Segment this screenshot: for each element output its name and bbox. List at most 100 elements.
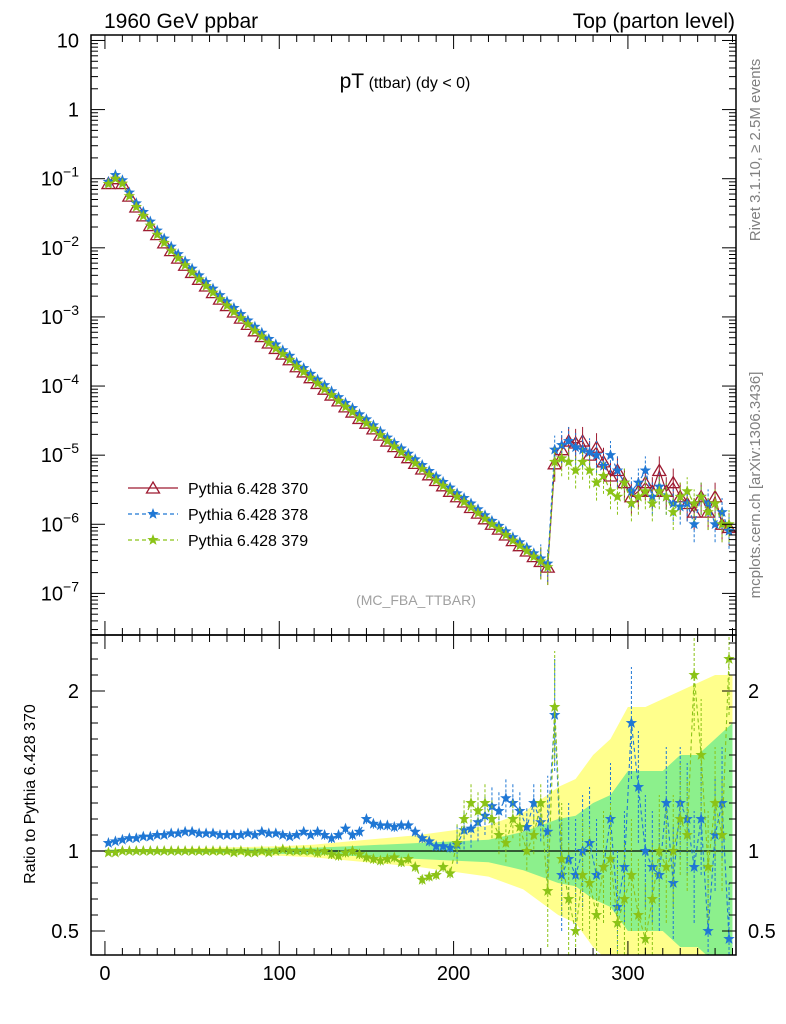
data-point (367, 853, 380, 864)
data-point (542, 825, 554, 837)
data-point (430, 840, 442, 852)
data-point (723, 653, 735, 664)
data-point (381, 435, 394, 446)
data-point (242, 827, 254, 839)
series-pythia-6-428-379 (102, 172, 735, 586)
data-point (144, 219, 156, 231)
data-point (556, 452, 568, 464)
legend-entry: Pythia 6.428 379 (128, 533, 308, 550)
data-point (318, 383, 331, 395)
data-point (576, 455, 589, 467)
data-point (618, 476, 631, 488)
data-point (632, 490, 645, 502)
data-point (688, 518, 700, 530)
data-point (235, 312, 247, 323)
y-tick-exponent: −7 (63, 578, 79, 594)
data-point (472, 507, 484, 518)
data-point (277, 348, 289, 359)
data-point (270, 342, 282, 354)
data-point (590, 909, 603, 920)
data-point (528, 550, 540, 562)
uncertainty-band-green (104, 723, 733, 955)
data-point (346, 829, 359, 840)
ratio-y-tick-label-right: 2 (748, 681, 759, 703)
data-point (521, 821, 533, 832)
data-point (556, 853, 568, 864)
data-point (674, 813, 686, 824)
x-tick-label: 300 (611, 963, 644, 985)
y-tick-mantissa: 10 (41, 583, 63, 605)
data-point (214, 829, 226, 840)
mcplots-label: mcplots.cern.ch [arXiv:1306.3436] (747, 372, 764, 599)
data-point (179, 259, 191, 271)
data-point (332, 849, 345, 861)
y-tick-mantissa: 1 (68, 100, 79, 122)
data-point (423, 870, 435, 882)
data-point (165, 244, 177, 256)
legend-marker (147, 508, 159, 519)
data-point (165, 827, 177, 839)
data-point (151, 845, 163, 856)
data-point (311, 846, 324, 858)
data-point (437, 840, 449, 852)
y-tick-exponent: −5 (63, 440, 79, 456)
data-point (597, 470, 610, 481)
data-point (535, 555, 547, 567)
data-point (277, 829, 289, 840)
data-point (618, 893, 631, 904)
data-point (583, 877, 596, 888)
data-point (144, 830, 156, 842)
data-point (402, 451, 414, 463)
data-point (472, 816, 484, 828)
analysis-watermark: (MC_FBA_TTBAR) (356, 592, 476, 608)
data-point (242, 318, 254, 330)
legend-entry: Pythia 6.428 378 (128, 507, 308, 524)
data-point (611, 917, 624, 928)
data-point (249, 846, 261, 858)
data-point (646, 861, 658, 872)
data-point (451, 490, 463, 502)
data-point (632, 909, 645, 920)
data-point (284, 845, 296, 856)
data-point (723, 933, 735, 944)
y-tick-exponent: −2 (63, 233, 79, 249)
data-point (667, 877, 679, 888)
data-point (235, 845, 247, 856)
data-point (172, 252, 184, 263)
data-point (437, 479, 449, 491)
data-point (639, 485, 652, 497)
data-point (597, 459, 610, 471)
data-point (667, 506, 679, 517)
data-point (102, 846, 115, 858)
data-point (214, 293, 226, 304)
data-point (228, 846, 240, 858)
data-point (263, 827, 275, 839)
data-point (590, 476, 603, 488)
data-point (318, 845, 331, 856)
data-point (590, 449, 603, 460)
data-point (639, 464, 652, 476)
data-point (597, 861, 610, 872)
data-point (632, 476, 645, 488)
data-point (709, 518, 721, 530)
y-tick-mantissa: 10 (41, 238, 63, 260)
data-point (304, 371, 317, 383)
data-point (158, 236, 170, 248)
data-point (416, 463, 428, 474)
data-point (116, 177, 129, 189)
data-point (284, 353, 296, 365)
data-point (353, 848, 366, 860)
y-tick-exponent: −1 (63, 164, 79, 180)
y-tick-label: 10 (57, 30, 79, 52)
data-point (409, 861, 421, 872)
series-line (108, 714, 730, 940)
data-point (437, 861, 449, 872)
y-tick-label: 10−4 (41, 371, 79, 398)
data-point (702, 861, 714, 872)
data-point (221, 829, 233, 840)
data-point (263, 846, 275, 858)
header-left: 1960 GeV ppbar (104, 10, 258, 33)
y-tick-label: 10−6 (41, 509, 79, 536)
data-point (298, 365, 310, 377)
data-point (535, 797, 547, 808)
